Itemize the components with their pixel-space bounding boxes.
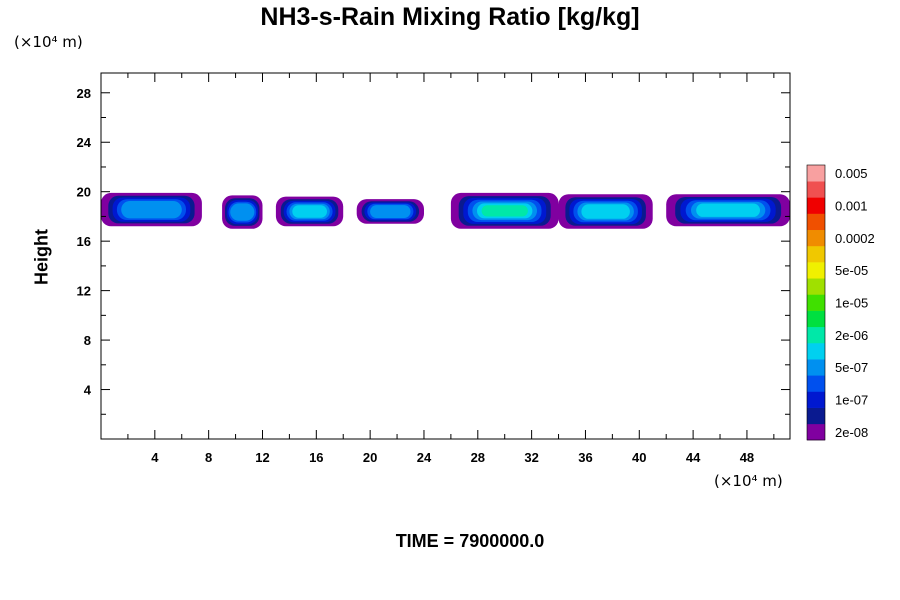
colorbar-swatch [807,229,825,247]
colorbar-swatch [807,262,825,279]
x-axis: 4 8 12 16 20 24 28 32 36 40 44 48 [127,73,775,465]
x-tick-label: 4 [151,450,159,465]
rain-contour [370,205,411,218]
colorbar-swatch [807,423,825,441]
colorbar-swatch [807,294,825,311]
x-tick-label: 24 [417,450,432,465]
x-tick-label: 20 [363,450,377,465]
colorbar-swatch [807,245,825,263]
chart-title: NH3-s-Rain Mixing Ratio [kg/kg] [260,3,640,31]
rain-contour [230,203,255,221]
colorbar-label: 5e-05 [835,263,868,278]
colorbar-swatch [807,197,825,214]
colorbar-swatch [807,359,825,376]
colorbar-label: 1e-07 [835,393,868,408]
colorbar-swatch [807,181,825,198]
colorbar-swatch [807,407,825,425]
x-tick-label: 40 [632,450,646,465]
colorbar-label: 1e-05 [835,296,868,311]
rain-contour [121,201,182,219]
colorbar-swatch [807,278,825,295]
colorbar-label: 0.0002 [835,231,875,246]
y-tick-label: 24 [77,135,92,150]
colorbar-swatch [807,326,825,344]
y-tick-label: 16 [77,234,91,249]
colorbar-label: 5e-07 [835,360,868,375]
x-tick-label: 48 [740,450,754,465]
colorbar-swatch [807,391,825,408]
rain-cells [101,192,790,229]
x-tick-label: 36 [578,450,592,465]
y-tick-label: 8 [84,333,91,348]
y-tick-label: 12 [77,284,91,299]
rain-contour [581,204,630,219]
colorbar-label: 0.005 [835,166,868,181]
y-tick-label: 28 [77,86,91,101]
x-tick-label: 12 [255,450,269,465]
x-tick-label: 16 [309,450,323,465]
colorbar-swatch [807,375,825,392]
colorbar-label: 2e-06 [835,328,868,343]
colorbar: 2e-08 1e-07 5e-07 2e-06 1e-05 5e-05 0.0002 0.00… [806,164,875,441]
colorbar-swatch [807,165,825,182]
x-tick-label: 28 [471,450,485,465]
x-tick-label: 44 [686,450,701,465]
y-axis-unit: (×10⁴ m) [14,33,83,51]
rain-contour [696,203,760,217]
y-axis: 4 8 12 16 20 24 28 [77,86,790,415]
time-label: TIME = 7900000.0 [395,531,545,551]
rain-contour [292,205,327,218]
colorbar-swatch [807,342,825,360]
colorbar-label: 0.001 [835,198,868,213]
colorbar-swatch [807,310,825,328]
x-tick-label: 8 [205,450,212,465]
x-axis-unit: (×10⁴ m) [714,472,783,490]
colorbar-swatch [807,213,825,231]
colorbar-frame [806,164,826,441]
plot-frame [100,72,791,440]
rain-contour [481,205,528,217]
colorbar-label: 2e-08 [835,425,868,440]
y-tick-label: 20 [77,185,91,200]
x-tick-label: 32 [524,450,538,465]
y-tick-label: 4 [84,383,92,398]
